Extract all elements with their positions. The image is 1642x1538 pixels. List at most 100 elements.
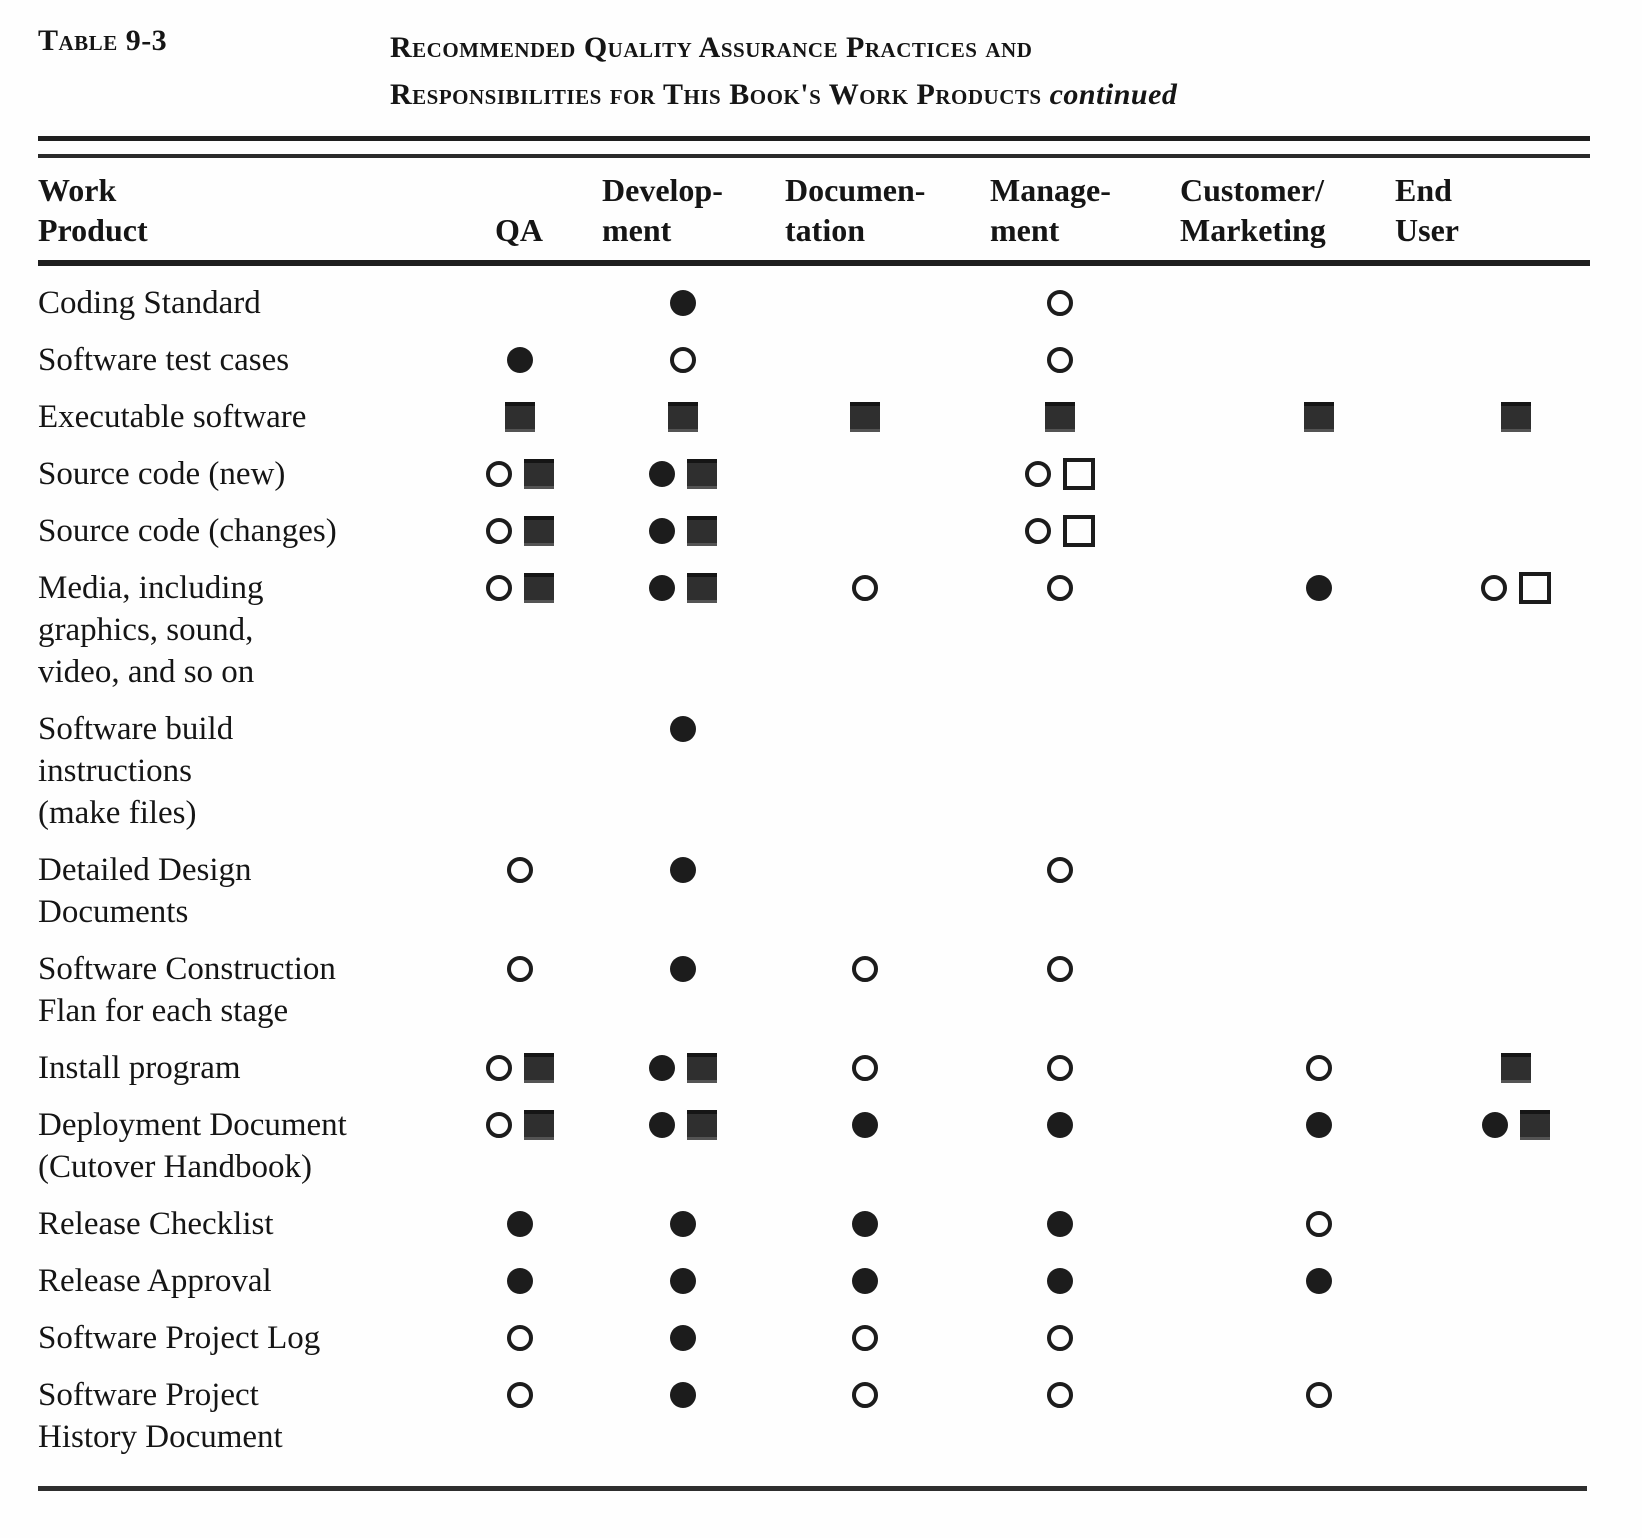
- table-title-continued: continued: [1049, 78, 1178, 111]
- open-circle-symbol: [486, 518, 512, 544]
- work-product-label-line: (Cutover Handbook): [38, 1149, 313, 1185]
- column-header-work-product-line1: Work: [38, 172, 117, 208]
- cell-customer-marketing: [1201, 396, 1436, 438]
- cell-documentation: [765, 1374, 965, 1416]
- cell-development: [600, 1047, 765, 1089]
- open-circle-symbol: [1305, 1382, 1332, 1408]
- cell-management: [965, 849, 1155, 891]
- work-product-label-line: Executable software: [38, 399, 307, 435]
- table-title-line2-wrap: Responsibilities for This Book's Work Pr…: [390, 71, 1177, 118]
- cell-documentation: [765, 396, 965, 438]
- open-square-symbol: [1519, 572, 1551, 604]
- cell-customer-marketing: [1201, 510, 1436, 552]
- cell-documentation: [765, 1203, 965, 1245]
- column-header-customer-marketing-line2: Marketing: [1180, 212, 1326, 248]
- open-circle-symbol: [852, 956, 878, 982]
- cell-management: [965, 567, 1155, 609]
- cell-documentation: [765, 453, 965, 495]
- cell-development: [600, 453, 765, 495]
- filled-circle-symbol: [648, 1112, 675, 1138]
- work-product-label: Install program: [38, 1047, 440, 1089]
- cell-end-user: [1390, 1104, 1642, 1146]
- open-circle-symbol: [1025, 518, 1051, 544]
- cell-qa: [440, 1104, 600, 1146]
- column-header-development-line2: ment: [602, 212, 672, 248]
- cell-documentation: [765, 1047, 965, 1089]
- filled-circle-symbol: [1305, 1268, 1332, 1294]
- table-row: Media, including graphics, sound, video, a…: [38, 567, 1642, 693]
- work-product-label-line: graphics, sound,: [38, 612, 254, 648]
- filled-circle-symbol: [1305, 1112, 1332, 1138]
- work-product-label-line: Release Checklist: [38, 1206, 274, 1242]
- work-product-label: Software test cases: [38, 339, 440, 381]
- open-circle-symbol: [852, 1055, 878, 1081]
- filled-square-symbol: [686, 1053, 717, 1083]
- filled-circle-symbol: [1047, 1211, 1073, 1237]
- filled-circle-symbol: [669, 857, 696, 883]
- filled-circle-symbol: [852, 1112, 878, 1138]
- cell-development: [600, 567, 765, 609]
- column-header-end-user: End User: [1390, 170, 1642, 250]
- filled-square-symbol: [505, 402, 535, 432]
- work-product-label: Software build instructions (make files): [38, 708, 440, 834]
- cell-customer-marketing: [1201, 849, 1436, 891]
- cell-development: [600, 1203, 765, 1245]
- open-circle-symbol: [507, 857, 533, 883]
- filled-square-symbol: [524, 573, 554, 603]
- table-top-rule: [38, 136, 1590, 158]
- column-header-work-product: Work Product: [38, 170, 440, 250]
- work-product-label-line: Software build: [38, 711, 234, 747]
- open-circle-symbol: [1047, 1325, 1073, 1351]
- column-header-qa-line1: [495, 170, 600, 210]
- work-product-label: Software Project Log: [38, 1317, 440, 1359]
- cell-customer-marketing: [1201, 1260, 1436, 1302]
- table-row: Software Project Log: [38, 1317, 1642, 1359]
- cell-customer-marketing: [1201, 339, 1436, 381]
- open-circle-symbol: [852, 1382, 878, 1408]
- filled-square-symbol: [686, 516, 717, 546]
- open-circle-symbol: [1047, 1382, 1073, 1408]
- work-product-label-line: Software test cases: [38, 342, 290, 378]
- cell-customer-marketing: [1201, 1203, 1436, 1245]
- filled-circle-symbol: [669, 716, 696, 742]
- cell-qa: [440, 708, 600, 750]
- filled-square-symbol: [1045, 402, 1075, 432]
- open-circle-symbol: [486, 1055, 512, 1081]
- filled-circle-symbol: [1047, 1268, 1073, 1294]
- cell-customer-marketing: [1201, 1047, 1436, 1089]
- open-circle-symbol: [486, 575, 512, 601]
- cell-development: [600, 1104, 765, 1146]
- table-row: Install program: [38, 1047, 1642, 1089]
- open-circle-symbol: [852, 1325, 878, 1351]
- work-product-label: Coding Standard: [38, 282, 440, 324]
- cell-customer-marketing: [1201, 1104, 1436, 1146]
- open-square-symbol: [1063, 458, 1095, 490]
- work-product-label-line: Install program: [38, 1050, 241, 1086]
- open-circle-symbol: [486, 1112, 512, 1138]
- open-circle-symbol: [1047, 956, 1073, 982]
- table-row: Detailed Design Documents: [38, 849, 1642, 933]
- cell-management: [965, 339, 1155, 381]
- filled-square-symbol: [524, 516, 554, 546]
- cell-qa: [440, 510, 600, 552]
- work-product-label: Software Project History Document: [38, 1374, 440, 1458]
- work-product-label-line: Software Project: [38, 1377, 259, 1413]
- work-product-label-line: Flan for each stage: [38, 993, 289, 1029]
- filled-circle-symbol: [1305, 575, 1332, 601]
- cell-customer-marketing: [1201, 567, 1436, 609]
- cell-documentation: [765, 1317, 965, 1359]
- cell-management: [965, 1260, 1155, 1302]
- table-number: Table 9-3: [38, 24, 168, 57]
- cell-management: [965, 453, 1155, 495]
- filled-circle-symbol: [669, 1268, 696, 1294]
- cell-development: [600, 282, 765, 324]
- cell-qa: [440, 849, 600, 891]
- table-row: Coding Standard: [38, 282, 1642, 324]
- cell-development: [600, 510, 765, 552]
- work-product-label-line: Release Approval: [38, 1263, 272, 1299]
- work-product-label: Software Construction Flan for each stage: [38, 948, 440, 1032]
- open-circle-symbol: [507, 1382, 533, 1408]
- table-row: Release Checklist: [38, 1203, 1642, 1245]
- work-product-label: Detailed Design Documents: [38, 849, 440, 933]
